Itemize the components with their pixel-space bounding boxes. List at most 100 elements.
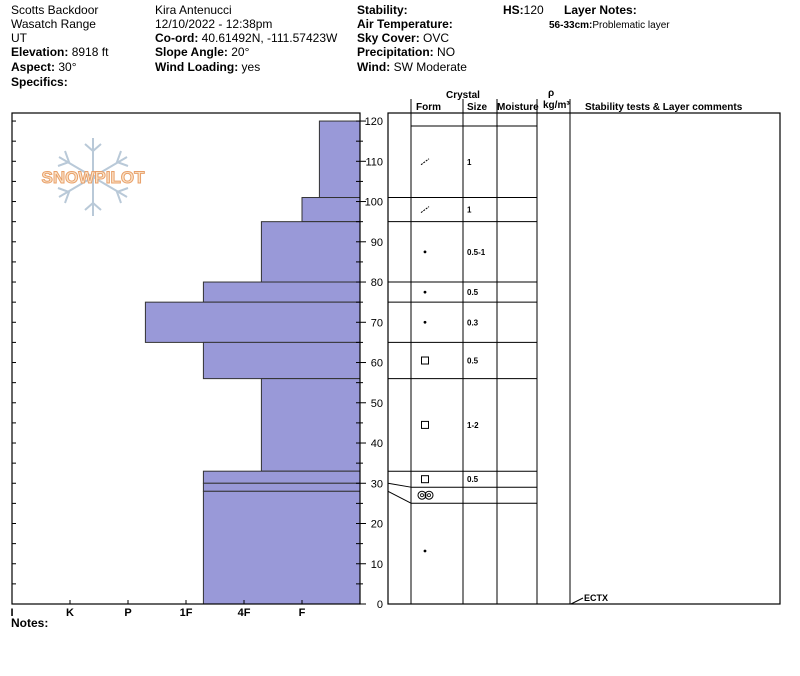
height-tick-label: 100 [365,197,383,209]
hardness-bar [202,470,361,484]
faceted-crystal-icon [421,356,429,365]
row-connector-line [387,490,412,504]
melt-crust-icon [427,493,431,498]
height-tick-label: 30 [371,478,383,490]
aspect-value: 30° [58,60,77,74]
rho-header: ρ [548,88,555,99]
crystal-header: Crystal [446,90,480,101]
crystal-size-label: 1-2 [467,421,479,430]
hardness-bar [202,490,361,605]
aspect: Aspect: 30° [11,60,77,74]
stability-label: Stability: [357,3,408,17]
slope-angle: Slope Angle: 20° [155,45,249,59]
hardness-bar [144,301,361,343]
height-tick-label: 70 [371,317,383,329]
layer-notes-label: Layer Notes: [564,3,637,17]
crystal-size-label: 0.5 [467,288,479,297]
height-tick-label: 90 [371,237,383,249]
hs-label: HS: [503,3,524,17]
coord-value: 40.61492N, -111.57423W [201,31,338,45]
rounded-grain-icon [423,290,427,294]
height-tick-label: 60 [371,358,383,370]
height-tick-label: 20 [371,519,383,531]
crystal-size-label: 0.5 [467,357,479,366]
hardness-tick-label: K [66,607,74,619]
snowflake-icon: SNOWPILOT [41,138,146,216]
hardness-bar [260,378,361,472]
faceted-crystal-icon [421,420,429,429]
precipitation: Precipitation: NO [357,45,455,59]
elevation-label: Elevation: [11,45,69,59]
snowpilot-logo: SNOWPILOT [28,136,158,218]
faceted-crystal-icon [421,475,429,484]
sky-value: OVC [423,31,450,45]
coord-label: Co-ord: [155,31,199,45]
hardness-bar [318,120,361,199]
row-connector-line [387,482,412,488]
melt-crust-icon [417,490,427,500]
elevation-value: 8918 ft [71,45,109,59]
state: UT [11,31,27,45]
decomposing-crystal-icon [420,206,430,213]
wind-loading: Wind Loading: yes [155,60,260,74]
wind-loading-label: Wind Loading: [155,60,239,74]
elevation: Elevation: 8918 ft [11,45,108,59]
wind: Wind: SW Moderate [357,60,467,74]
crystal-size-label: 0.3 [467,318,479,327]
hardness-bar [202,482,361,492]
wind-label: Wind: [357,60,391,74]
hardness-tick-label: 1F [180,607,193,619]
height-tick-label: 40 [371,438,383,450]
layer-table-frame [387,112,781,605]
hardness-bar [301,197,361,223]
rounded-grain-icon [423,250,427,254]
sky-cover: Sky Cover: OVC [357,31,449,45]
sky-label: Sky Cover: [357,31,420,45]
melt-crust-icon [420,493,424,498]
decomposing-crystal-icon [420,158,430,166]
mountain-range: Wasatch Range [11,17,96,31]
height-tick-label: 110 [365,156,383,168]
moisture-header: Moisture [497,102,539,113]
specifics-label: Specifics: [11,75,68,89]
hs-value: 120 [523,3,544,17]
precip-value: NO [437,45,456,59]
layer-note-text: Problematic layer [592,20,670,31]
crystal-size-label: 1 [467,206,472,215]
hardness-tick-label: I [10,607,13,619]
hardness-tick-label: F [299,607,306,619]
layer-note-range: 56-33cm: [549,20,593,31]
notes-label: Notes: [11,616,49,630]
air-temp-label: Air Temperature: [357,17,453,31]
observation-datetime: 12/10/2022 - 12:38pm [155,17,273,31]
observer-name: Kira Antenucci [155,3,232,17]
stability-test-pointer [570,597,584,605]
comments-header: Stability tests & Layer comments [585,102,743,113]
hardness-tick-label: P [124,607,131,619]
height-tick-label: 120 [365,116,383,128]
slope-value: 20° [231,45,250,59]
layer-note: 56-33cm:Problematic layer [549,19,670,33]
slope-label: Slope Angle: [155,45,228,59]
size-header: Size [467,102,488,113]
hardness-tick-label: 4F [238,607,251,619]
melt-crust-icon [424,490,434,500]
rounded-grain-icon [423,320,427,324]
form-header: Form [416,102,441,113]
rounded-grain-icon [423,549,427,553]
stability-test-label: ECTX [584,593,608,603]
height-tick-label: 0 [377,599,383,611]
coordinates: Co-ord: 40.61492N, -111.57423W [155,31,337,45]
location-name: Scotts Backdoor [11,3,99,17]
hardness-bar [260,221,361,283]
hardness-bar [202,281,361,303]
crystal-size-label: 1 [467,158,472,167]
height-tick-label: 50 [371,398,383,410]
snow-height: HS:120 [503,3,544,17]
wind-loading-value: yes [241,60,261,74]
wind-value: SW Moderate [393,60,467,74]
hardness-bar [202,341,361,380]
precip-label: Precipitation: [357,45,434,59]
density-unit-header: kg/m³ [543,100,570,111]
